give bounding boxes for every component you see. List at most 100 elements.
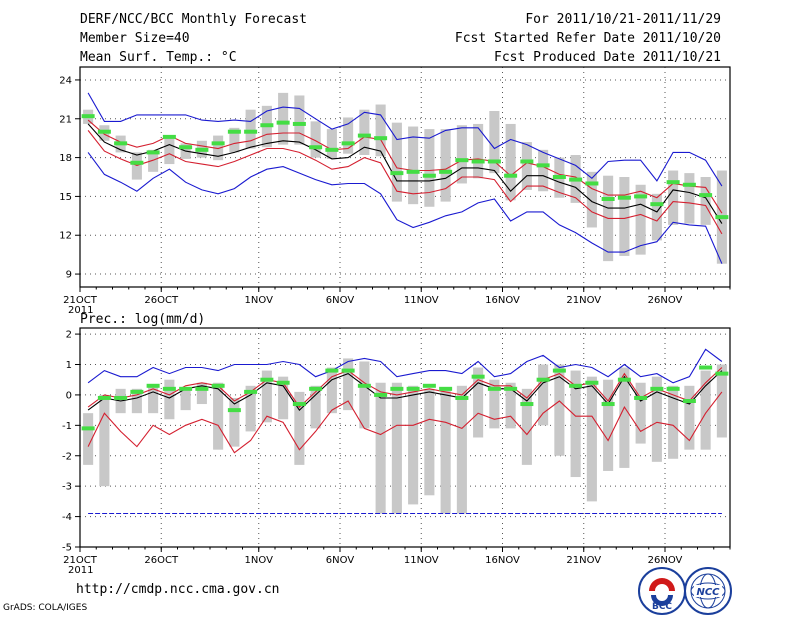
temp-median-23 xyxy=(455,158,469,163)
temp-ytick-label-1: 12 xyxy=(59,231,72,242)
prec-box-32 xyxy=(603,379,614,471)
temp-median-28 xyxy=(536,163,550,168)
prec-box-4 xyxy=(148,385,159,414)
prec-box-0 xyxy=(83,413,94,465)
temp-median-7 xyxy=(195,147,209,152)
prec-xtick-label-0-year: 2011 xyxy=(68,565,93,576)
prec-median-37 xyxy=(682,399,696,403)
prec-series-mean-spread xyxy=(87,367,723,408)
prec-median-27 xyxy=(520,402,534,407)
figure-title: DERF/NCC/BCC Monthly Forecast xyxy=(80,12,307,27)
temp-xtick-label-1: 26OCT xyxy=(144,295,179,306)
source-url[interactable]: http://cmdp.ncc.cma.gov.cn xyxy=(76,582,280,597)
prec-plot-area xyxy=(80,328,730,547)
temp-plot-area xyxy=(80,67,730,287)
prec-median-10 xyxy=(244,389,258,394)
prec-median-32 xyxy=(601,402,615,407)
temp-xtick-label-0-year: 2011 xyxy=(68,305,93,316)
temp-ytick-label-2: 15 xyxy=(59,192,72,203)
temp-median-6 xyxy=(179,145,193,150)
prec-ytick-label-6: 1 xyxy=(66,360,72,371)
prec-median-4 xyxy=(146,383,160,388)
prec-box-23 xyxy=(456,385,467,514)
temp-median-22 xyxy=(439,169,453,174)
prec-xtick-label-4: 11NOV xyxy=(404,555,439,566)
prec-series-mean-spread xyxy=(87,391,723,454)
temp-median-38 xyxy=(699,193,713,198)
ncc-logo-text: NCC xyxy=(696,587,720,598)
prec-median-11 xyxy=(260,377,274,382)
temp-frame xyxy=(79,66,731,288)
temp-box-35 xyxy=(651,193,662,241)
prec-ytick-label-7: 2 xyxy=(66,330,72,341)
temp-box-20 xyxy=(408,126,419,205)
temp-median-26 xyxy=(504,173,518,178)
prec-box-16 xyxy=(343,358,354,411)
prec-median-8 xyxy=(211,383,225,388)
temp-xtick-label-2: 1NOV xyxy=(245,295,274,306)
temp-ytick-label-0: 9 xyxy=(66,270,72,281)
temp-box-16 xyxy=(343,117,354,154)
temp-box-24 xyxy=(473,123,484,179)
temp-median-9 xyxy=(227,129,241,134)
prec-median-28 xyxy=(536,377,550,382)
prec-box-11 xyxy=(261,370,272,423)
temp-box-21 xyxy=(424,129,435,207)
prec-box-9 xyxy=(229,397,240,447)
prec-median-34 xyxy=(634,395,648,400)
prec-xtick-label-0: 21OCT xyxy=(63,555,98,566)
prec-box-21 xyxy=(424,388,435,496)
prec-box-5 xyxy=(164,379,175,420)
prec-ytick-label-5: 0 xyxy=(66,390,72,401)
prec-median-15 xyxy=(325,368,339,373)
temp-xtick-label-0: 21OCT xyxy=(63,295,98,306)
prec-median-17 xyxy=(357,383,371,388)
temp-xtick-label-3: 6NOV xyxy=(326,295,355,306)
prec-median-35 xyxy=(650,386,664,391)
prec-xtick-label-1: 26OCT xyxy=(144,555,179,566)
temp-median-18 xyxy=(374,136,388,141)
temp-median-36 xyxy=(666,180,680,185)
prec-box-28 xyxy=(538,364,549,426)
prec-ytick-label-0: -5 xyxy=(62,543,72,554)
prec-median-36 xyxy=(666,386,680,391)
temp-box-25 xyxy=(489,111,500,174)
temp-median-32 xyxy=(601,197,615,201)
temp-median-13 xyxy=(292,121,306,126)
temp-median-30 xyxy=(569,177,583,182)
temp-ytick-label-4: 21 xyxy=(59,114,72,125)
temp-series-ensemble-mean xyxy=(87,123,723,224)
prec-xtick-label-5: 16NOV xyxy=(485,555,520,566)
prec-series-ensemble-mean xyxy=(87,370,723,411)
prec-box-8 xyxy=(213,382,224,450)
temp-median-39 xyxy=(715,215,729,220)
prec-box-29 xyxy=(554,364,565,456)
temp-median-0 xyxy=(81,114,95,119)
prec-median-23 xyxy=(455,395,469,400)
bcc-logo: BCC xyxy=(638,567,686,615)
temp-median-11 xyxy=(260,123,274,128)
prec-box-13 xyxy=(294,391,305,465)
temp-xtick-label-7: 26NOV xyxy=(648,295,683,306)
prec-box-24 xyxy=(473,367,484,438)
temp-box-23 xyxy=(456,125,467,184)
prec-median-5 xyxy=(162,386,176,391)
temp-box-37 xyxy=(684,173,695,224)
temp-box-31 xyxy=(586,171,597,228)
prec-series-ensemble-max xyxy=(87,348,723,384)
temp-median-27 xyxy=(520,159,534,164)
prec-box-39 xyxy=(716,364,727,438)
temp-median-10 xyxy=(244,129,258,134)
prec-median-3 xyxy=(130,389,144,394)
prec-median-13 xyxy=(292,402,306,407)
prec-frame xyxy=(79,327,731,548)
prec-median-30 xyxy=(569,383,583,388)
prec-median-14 xyxy=(309,386,323,391)
temp-median-1 xyxy=(97,129,111,134)
precip-panel-title: Prec.: log(mm/d) xyxy=(80,312,206,327)
prec-box-36 xyxy=(668,385,679,459)
temp-median-37 xyxy=(682,182,696,187)
prec-median-12 xyxy=(276,380,290,385)
temp-box-15 xyxy=(326,129,337,159)
temp-box-5 xyxy=(164,136,175,165)
